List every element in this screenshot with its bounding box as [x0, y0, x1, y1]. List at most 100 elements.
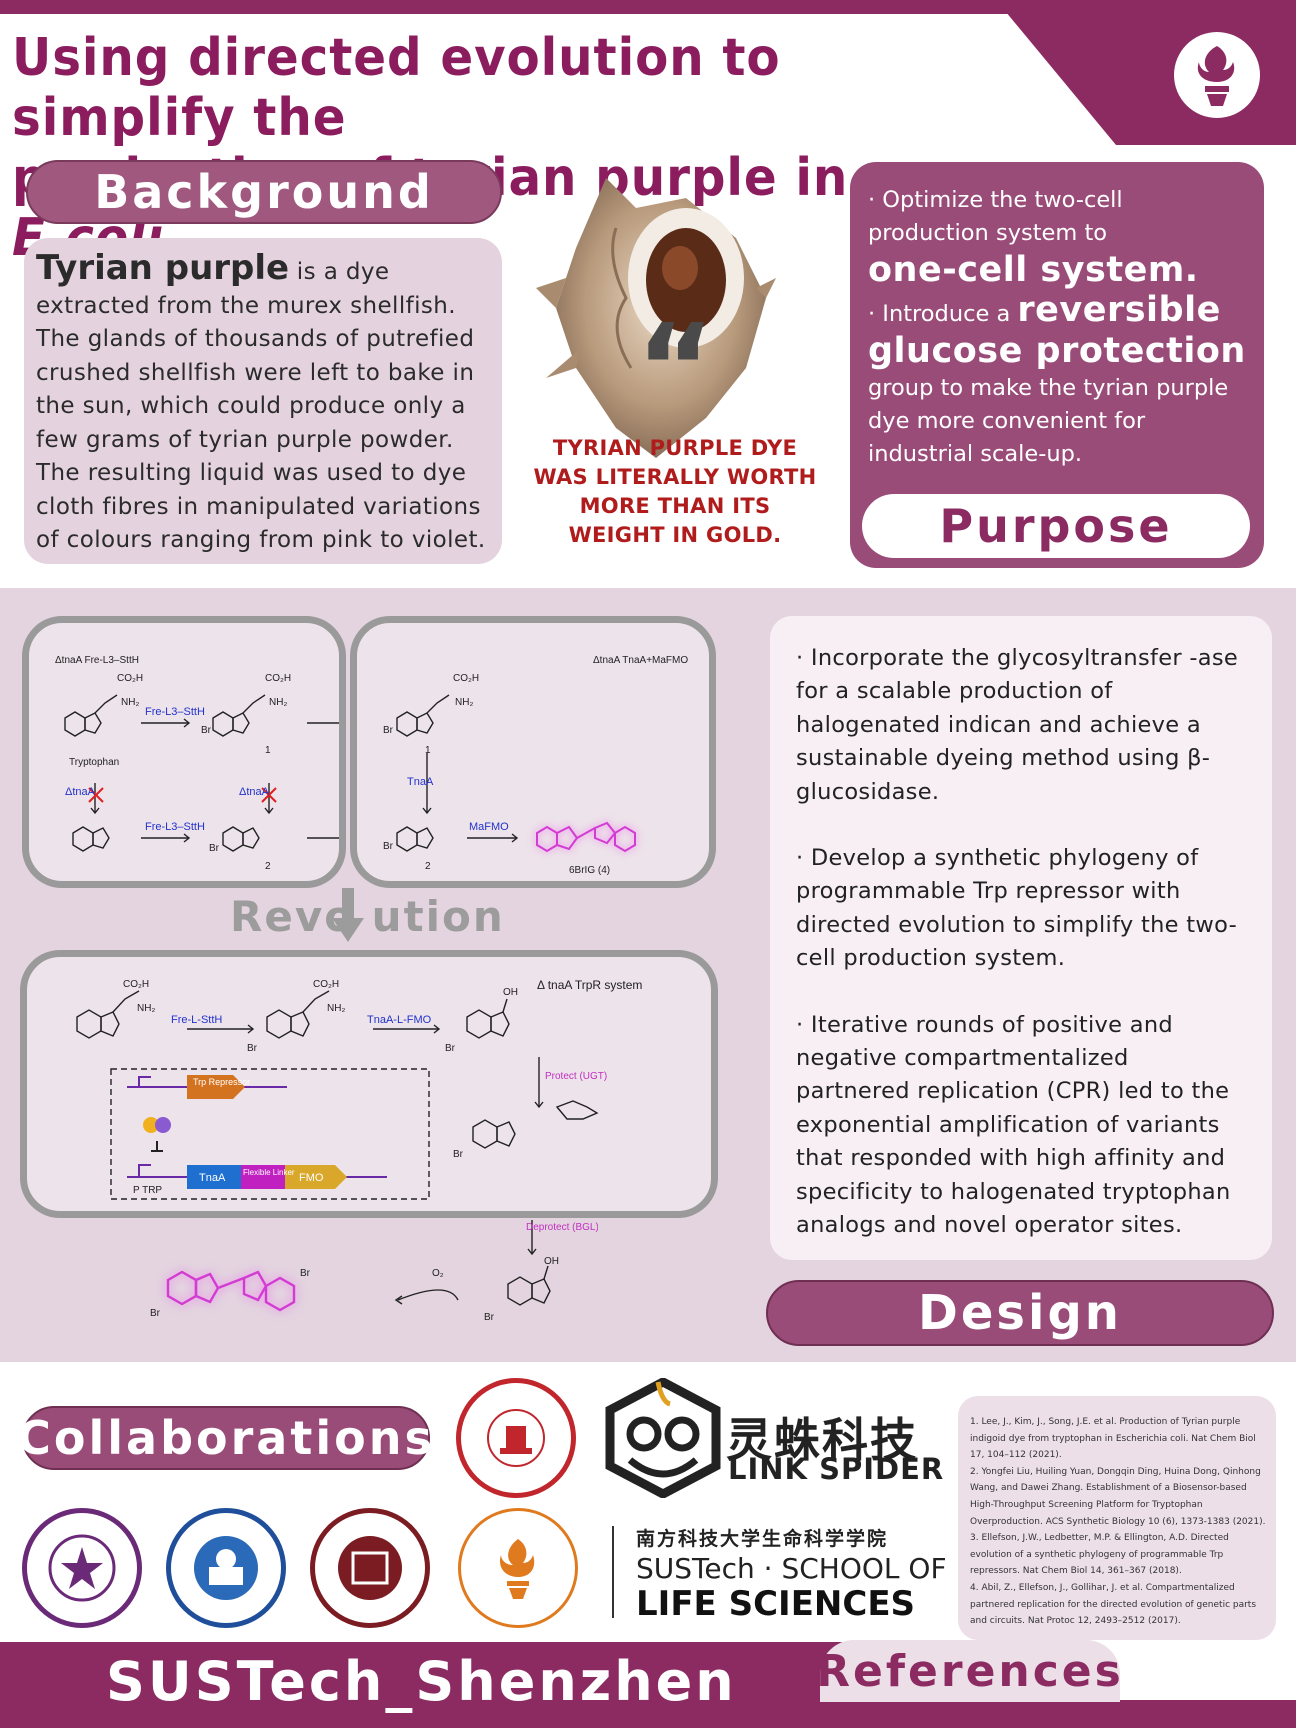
svg-text:Br: Br [383, 841, 394, 852]
svg-text:NH₂: NH₂ [327, 1003, 345, 1014]
background-body: is a dye extracted from the murex shellf… [36, 259, 486, 553]
link-spider-name-en: LINK SPIDER [728, 1452, 945, 1486]
svg-text:OH: OH [544, 1256, 559, 1267]
link-spider-logo-icon [605, 1378, 721, 1498]
design-heading: Design [766, 1280, 1274, 1346]
background-lead: Tyrian purple [36, 248, 290, 288]
design-point-2: · Develop a synthetic phylogeny of progr… [796, 845, 1238, 972]
svg-text:Fre-L3–SttH: Fre-L3–SttH [145, 706, 205, 718]
svg-text:TnaA: TnaA [407, 776, 434, 788]
svg-text:P TRP: P TRP [133, 1185, 162, 1196]
svg-text:Br: Br [445, 1043, 456, 1054]
szu-seal [310, 1508, 430, 1628]
svg-text:Fre-L-SttH: Fre-L-SttH [171, 1014, 222, 1026]
scut-seal [166, 1508, 286, 1628]
sustech-torch-icon [499, 1539, 535, 1599]
background-heading: Background [26, 160, 502, 224]
svg-text:CO₂H: CO₂H [265, 673, 291, 684]
svg-text:Tryptophan: Tryptophan [69, 757, 119, 768]
purpose-heading: Purpose [862, 494, 1250, 558]
scheme2-title: ΔtnaA TnaA+MaFMO [593, 655, 688, 666]
svg-text:Protect (UGT): Protect (UGT) [545, 1071, 607, 1082]
igem-logo [1174, 32, 1260, 118]
svg-text:ΔtnaA: ΔtnaA [239, 786, 270, 798]
reaction-diagram-3: Δ tnaA TrpR system Fre-L-SttH TnaA-L-FMO… [76, 978, 642, 1200]
svg-text:NH₂: NH₂ [137, 1003, 155, 1014]
scheme-two-cell-step1: ΔtnaA Fre-L3–SttH Fre-L3–SttH Fre-L3–Stt… [22, 616, 349, 888]
svg-text:2: 2 [265, 861, 271, 872]
svg-text:FMO: FMO [299, 1172, 324, 1184]
scheme1-title: ΔtnaA Fre-L3–SttH [55, 655, 139, 666]
scheme-one-cell: Δ tnaA TrpR system Fre-L-SttH TnaA-L-FMO… [20, 950, 718, 1218]
xjtu-emblem-icon [487, 1409, 545, 1467]
reaction-diagram-2: ΔtnaA TnaA+MaFMO MaFMO TnaA 6BrIG (4) CO… [383, 655, 688, 876]
genetic-circuit: Trp Repressor TnaA Flexible Linker FMO P… [127, 1075, 387, 1196]
top-bar [0, 0, 1296, 14]
svg-text:NH₂: NH₂ [455, 697, 473, 708]
references-list: 1. Lee, J., Kim, J., Song, J.E. et al. P… [970, 1414, 1266, 1630]
references-box: 1. Lee, J., Kim, J., Song, J.E. et al. P… [958, 1396, 1276, 1640]
svg-text:OH: OH [503, 987, 518, 998]
scheme-two-cell-step2: ΔtnaA TnaA+MaFMO MaFMO TnaA 6BrIG (4) CO… [350, 616, 716, 888]
svg-text:TnaA-L-FMO: TnaA-L-FMO [367, 1014, 432, 1026]
murex-shell-image [536, 178, 776, 458]
reference-item: 4. Abil, Z., Ellefson, J., Gollihar, J. … [970, 1582, 1257, 1627]
divider [612, 1526, 614, 1618]
svg-text:O₂: O₂ [432, 1268, 444, 1279]
collaborations-heading: Collaborations [17, 1406, 432, 1470]
svg-text:Br: Br [453, 1149, 464, 1160]
tsinghua-emblem-icon [48, 1534, 116, 1602]
svg-text:CO₂H: CO₂H [123, 979, 149, 990]
svg-text:CO₂H: CO₂H [453, 673, 479, 684]
sustech-school-en-1: SUSTech · SCHOOL OF [636, 1552, 947, 1585]
references-heading: References [816, 1640, 1121, 1702]
szu-emblem-icon [338, 1536, 402, 1600]
background-box: Tyrian purple is a dye extracted from th… [24, 238, 502, 564]
purpose-text: · Optimize the two-cell production syste… [868, 184, 1246, 471]
torch-icon [1197, 46, 1235, 106]
xjtu-seal [456, 1378, 576, 1498]
revolution-label: Revo ution [230, 892, 505, 941]
scheme3-title: Δ tnaA TrpR system [537, 978, 642, 992]
purpose-point-2-cont: group to make the tyrian purple dye more… [868, 375, 1229, 467]
purpose-point-1: · Optimize the two-cell production syste… [868, 187, 1123, 246]
design-point-3: · Iterative rounds of positive and negat… [796, 1011, 1231, 1239]
svg-text:NH₂: NH₂ [121, 697, 139, 708]
svg-text:MaFMO: MaFMO [469, 821, 509, 833]
svg-text:6BrIG (4): 6BrIG (4) [569, 865, 610, 876]
svg-text:Br: Br [300, 1268, 311, 1279]
svg-text:2: 2 [425, 861, 431, 872]
sustech-school-en-2: LIFE SCIENCES [636, 1584, 916, 1624]
svg-text:ΔtnaA: ΔtnaA [65, 786, 96, 798]
svg-text:Br: Br [201, 725, 212, 736]
svg-text:1: 1 [265, 745, 271, 756]
design-text-box: · Incorporate the glycosyltransfer -ase … [770, 616, 1272, 1260]
svg-text:CO₂H: CO₂H [313, 979, 339, 990]
svg-text:Flexible Linker: Flexible Linker [243, 1168, 295, 1177]
gold-callout: TYRIAN PURPLE DYE WAS LITERALLY WORTH MO… [533, 436, 817, 547]
svg-text:Trp Repressor: Trp Repressor [193, 1077, 250, 1087]
design-point-1: · Incorporate the glycosyltransfer -ase … [796, 645, 1239, 805]
footer-bar [0, 1642, 860, 1728]
footer-bar-right [820, 1700, 1296, 1728]
team-name: SUSTech_Shenzhen [106, 1650, 737, 1713]
background-text: Tyrian purple is a dye extracted from th… [36, 251, 492, 558]
svg-text:Br: Br [383, 725, 394, 736]
svg-text:Br: Br [247, 1043, 258, 1054]
deprotect-oxidation-diagram: Deprotect (BGL) O₂ OH Br Br Br [150, 1220, 598, 1323]
svg-text:TnaA: TnaA [199, 1172, 226, 1184]
svg-text:Deprotect (BGL): Deprotect (BGL) [526, 1222, 598, 1233]
purpose-point-2: · Introduce a reversible glucose protect… [868, 290, 1246, 371]
reference-item: 1. Lee, J., Kim, J., Song, J.E. et al. P… [970, 1417, 1256, 1461]
svg-text:Br: Br [150, 1308, 161, 1319]
svg-text:NH₂: NH₂ [269, 697, 287, 708]
sustech-seal [458, 1508, 578, 1628]
sustech-school-cn: 南方科技大学生命科学学院 [636, 1528, 889, 1550]
reference-item: 3. Ellefson, J.W., Ledbetter, M.P. & Ell… [970, 1533, 1229, 1577]
svg-text:1: 1 [425, 745, 431, 756]
reaction-diagram-1: ΔtnaA Fre-L3–SttH Fre-L3–SttH Fre-L3–Stt… [55, 655, 349, 872]
down-arrow-icon [332, 888, 364, 942]
purpose-highlight-2: reversible glucose protection [868, 290, 1246, 371]
reference-item: 2. Yongfei Liu, Huiling Yuan, Dongqin Di… [970, 1466, 1266, 1527]
link-spider-name-cn: 灵蛛科技 [726, 1413, 918, 1467]
